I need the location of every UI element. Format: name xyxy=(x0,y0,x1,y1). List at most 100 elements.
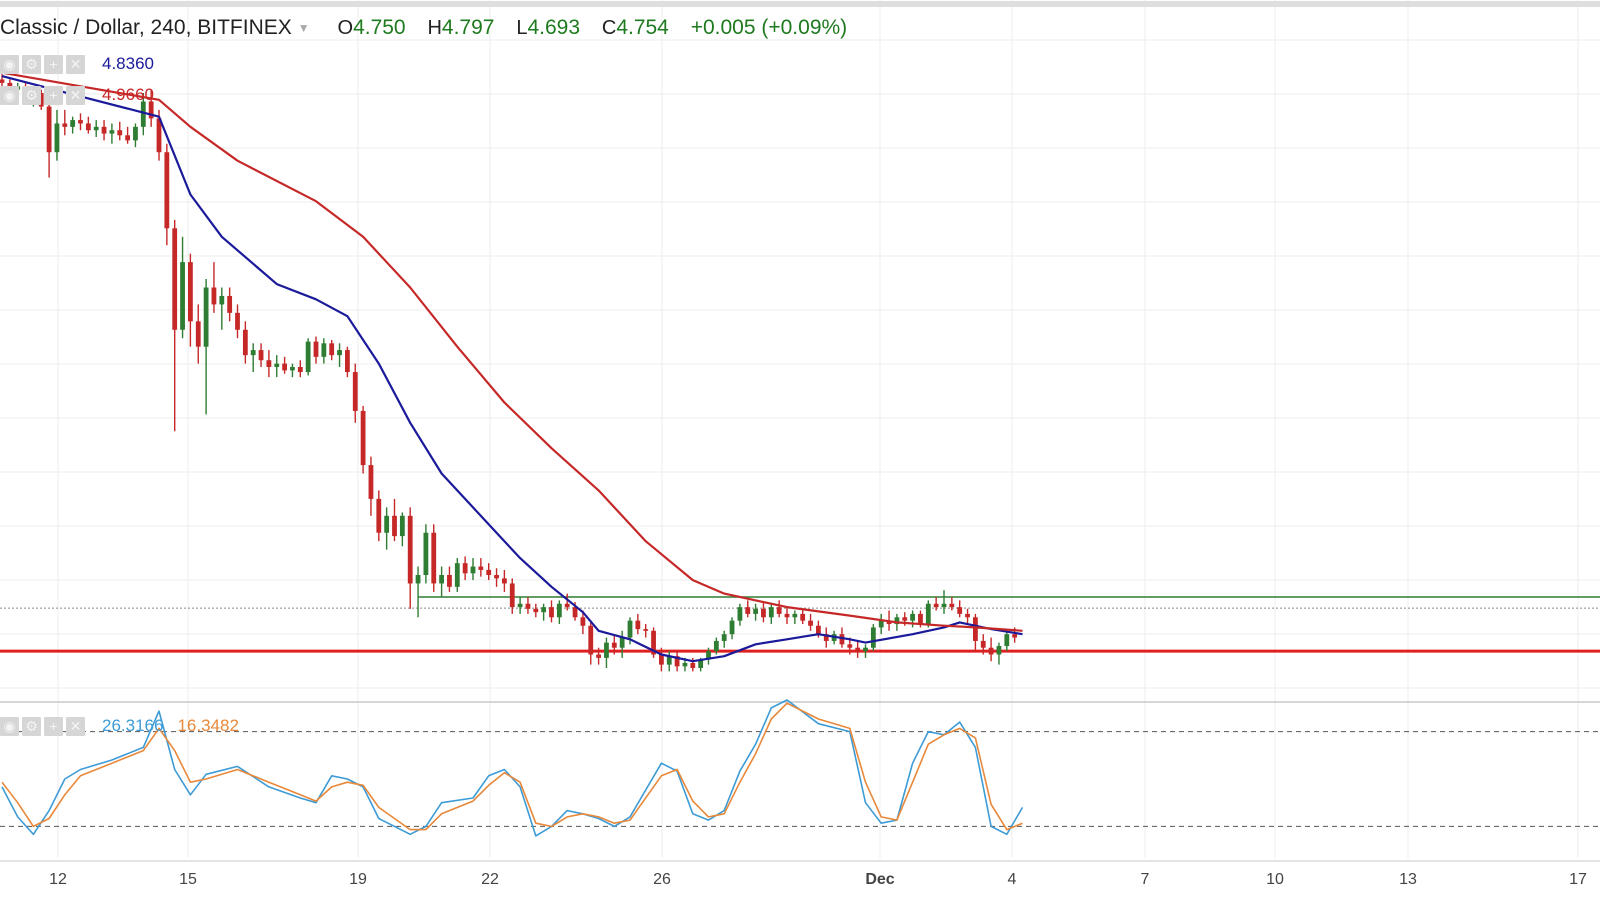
candle-body xyxy=(941,603,947,608)
candle-body xyxy=(462,563,468,574)
candle-body xyxy=(164,152,170,229)
close-icon[interactable]: ✕ xyxy=(66,54,85,74)
settings-icon[interactable]: ⚙ xyxy=(22,85,41,105)
candle-body xyxy=(54,123,60,153)
candle-body xyxy=(902,617,908,621)
candle-body xyxy=(203,287,209,347)
candle-body xyxy=(564,603,570,608)
candle xyxy=(533,603,539,618)
candle xyxy=(753,603,758,621)
candle-body xyxy=(321,343,327,357)
candle xyxy=(140,93,146,136)
eye-icon[interactable]: ◉ xyxy=(0,85,19,105)
candle-body xyxy=(93,126,99,131)
candle xyxy=(651,627,656,658)
candle-body xyxy=(988,647,994,655)
candle xyxy=(431,524,437,592)
candle-body xyxy=(910,613,915,621)
candle-body xyxy=(768,607,774,618)
candle xyxy=(337,343,342,367)
candle-body xyxy=(399,515,405,537)
candle-body xyxy=(674,656,680,667)
candle xyxy=(133,123,138,148)
candle xyxy=(768,603,774,625)
plus-icon[interactable]: + xyxy=(44,85,63,105)
stochastic-series-line xyxy=(1,702,1023,831)
candle-body xyxy=(619,637,625,648)
candle xyxy=(392,498,397,542)
candle-body xyxy=(517,603,523,608)
candle xyxy=(368,456,374,516)
candle-body xyxy=(839,634,845,645)
candle-body xyxy=(439,575,444,584)
candle-body xyxy=(556,603,562,618)
candle xyxy=(721,630,727,648)
candle-body xyxy=(651,630,656,655)
candle xyxy=(541,603,547,621)
candle-body xyxy=(454,563,460,587)
high-value: 4.797 xyxy=(441,16,495,39)
candle xyxy=(415,566,421,618)
low-value: 4.693 xyxy=(527,16,581,39)
candle xyxy=(761,602,766,623)
symbol-title[interactable]: Classic / Dollar, 240, BITFINEX xyxy=(0,16,292,39)
candle-body xyxy=(1012,634,1018,638)
candle-body xyxy=(541,607,547,613)
candle-body xyxy=(627,620,633,638)
plus-icon[interactable]: + xyxy=(44,54,63,74)
candle-body xyxy=(242,329,248,356)
candle-body xyxy=(0,79,5,83)
candle xyxy=(195,304,201,364)
candle xyxy=(250,343,256,373)
eye-icon[interactable]: ◉ xyxy=(0,54,19,74)
candle xyxy=(925,600,931,628)
x-tick-label: 17 xyxy=(1569,871,1587,888)
candle xyxy=(164,143,170,246)
candle-body xyxy=(85,123,91,131)
candle xyxy=(360,405,366,474)
candle-body xyxy=(227,295,233,313)
candle xyxy=(376,490,382,542)
candle-body xyxy=(329,343,335,356)
candle xyxy=(219,287,225,330)
candle xyxy=(619,630,625,658)
candle-body xyxy=(211,287,217,305)
candle xyxy=(242,321,248,364)
candle xyxy=(517,596,523,614)
close-label: C xyxy=(601,17,617,39)
candle-body xyxy=(643,629,649,631)
candle-body xyxy=(509,583,515,608)
candle-body xyxy=(659,654,664,665)
candle-body xyxy=(823,634,829,641)
x-tick-label: 13 xyxy=(1399,871,1417,888)
settings-icon[interactable]: ⚙ xyxy=(22,54,41,74)
chevron-down-icon[interactable]: ▼ xyxy=(297,21,310,36)
close-icon[interactable]: ✕ xyxy=(66,716,85,736)
candle-body xyxy=(345,350,350,373)
settings-icon[interactable]: ⚙ xyxy=(22,716,41,736)
candle-body xyxy=(352,372,358,411)
candle-body xyxy=(101,126,107,134)
candle xyxy=(38,89,44,110)
candle-body xyxy=(611,642,617,648)
x-tick-label: Dec xyxy=(865,871,894,888)
plus-icon[interactable]: + xyxy=(44,716,63,736)
candle-body xyxy=(957,607,963,614)
candle xyxy=(800,608,806,625)
candle-body xyxy=(973,617,978,641)
eye-icon[interactable]: ◉ xyxy=(0,716,19,736)
moving-average-line xyxy=(1,71,1023,632)
candle xyxy=(117,121,123,141)
candle-body xyxy=(690,662,696,669)
candle-body xyxy=(776,607,782,614)
candle xyxy=(447,566,452,592)
candle xyxy=(941,590,947,614)
candle xyxy=(486,563,492,581)
candle xyxy=(439,566,444,597)
close-icon[interactable]: ✕ xyxy=(66,85,85,105)
candle xyxy=(62,109,68,136)
candle-body xyxy=(46,106,52,153)
ma-slow-legend: ◉ ⚙ + ✕ 4.9660 xyxy=(0,84,154,106)
candle-body xyxy=(816,625,821,635)
